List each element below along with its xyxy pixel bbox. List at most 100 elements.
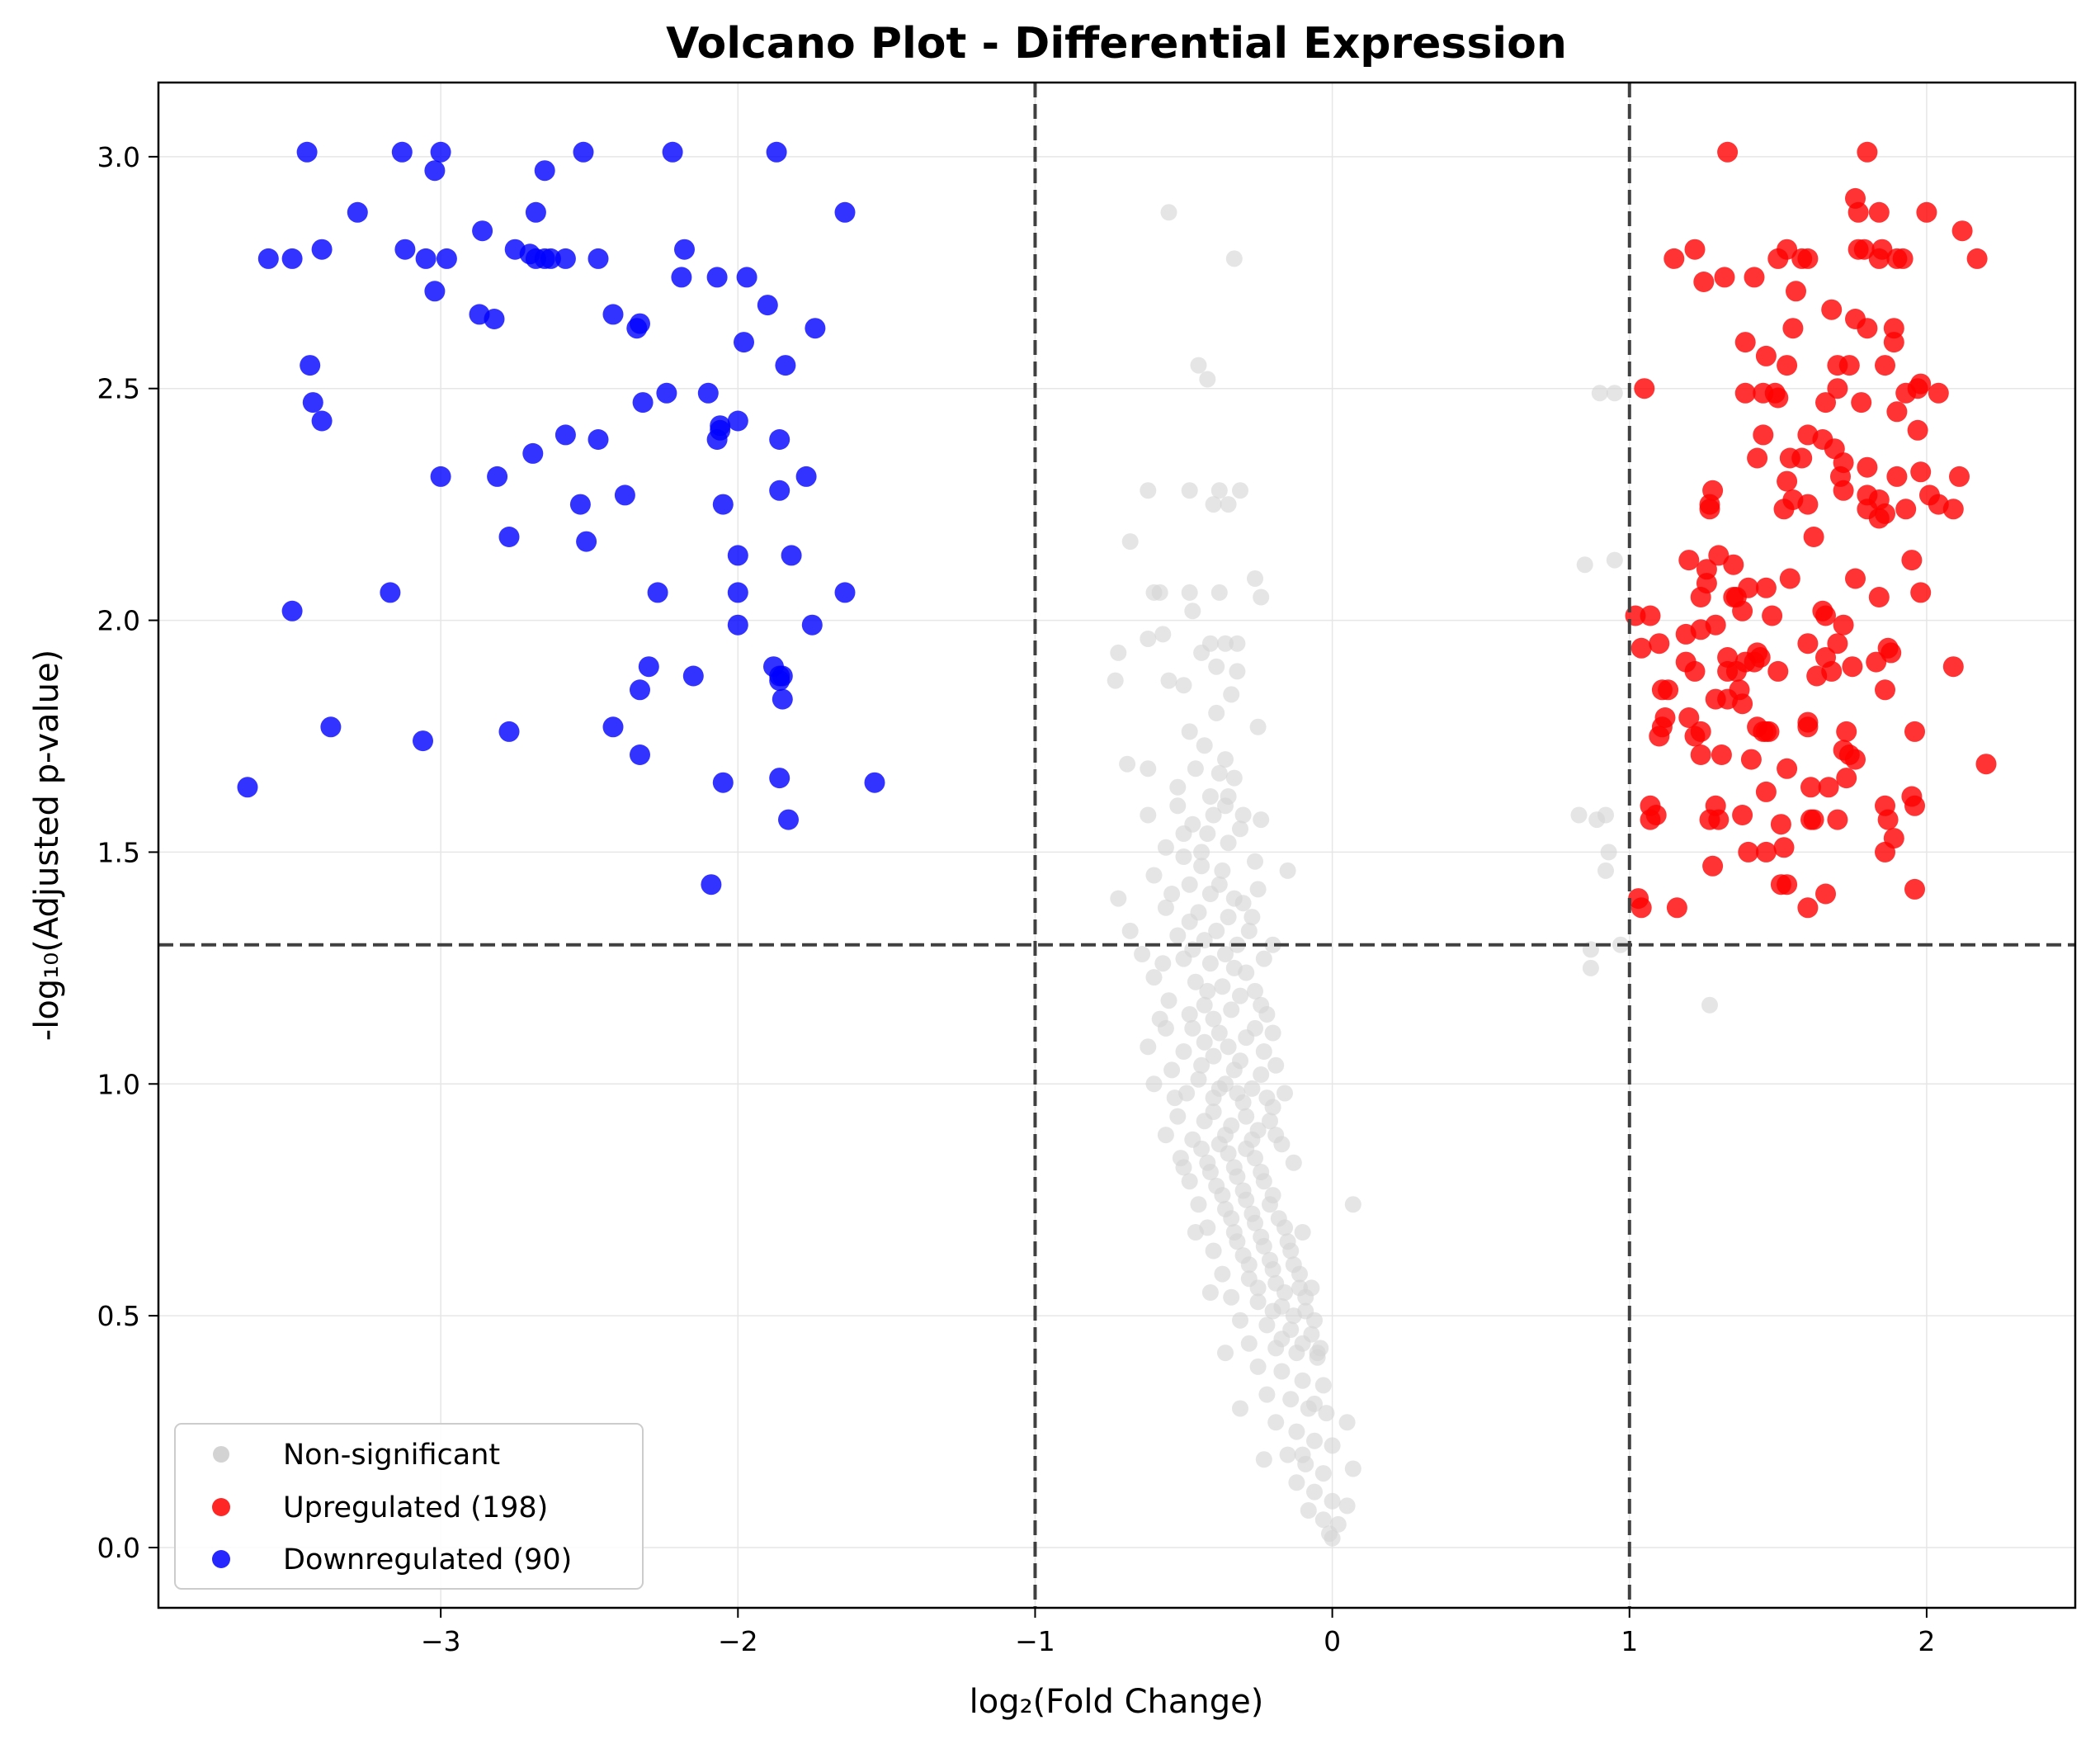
- upregulated-point: [1975, 754, 1997, 775]
- non-significant-point: [1160, 992, 1177, 1009]
- non-significant-point: [1306, 1432, 1323, 1449]
- upregulated-point: [1928, 382, 1949, 404]
- upregulated-point: [1663, 248, 1685, 269]
- upregulated-point: [1777, 355, 1798, 376]
- downregulated-point: [472, 220, 493, 242]
- legend-marker-non-significant: [213, 1446, 229, 1463]
- upregulated-point: [1732, 600, 1753, 622]
- non-significant-point: [1163, 886, 1181, 902]
- non-significant-point: [1255, 1173, 1272, 1190]
- non-significant-point: [1247, 853, 1263, 870]
- non-significant-point: [1247, 1019, 1263, 1037]
- upregulated-point: [1868, 508, 1890, 529]
- non-significant-point: [1175, 1043, 1192, 1060]
- upregulated-point: [1910, 461, 1932, 483]
- upregulated-point: [1678, 550, 1700, 571]
- upregulated-point: [1773, 837, 1795, 858]
- non-significant-point: [1193, 858, 1210, 875]
- legend-label-upregulated: Upregulated (198): [283, 1491, 548, 1524]
- non-significant-point: [1181, 1006, 1198, 1023]
- non-significant-point: [1344, 1460, 1361, 1477]
- downregulated-point: [302, 392, 323, 414]
- non-significant-point: [1205, 1242, 1222, 1260]
- upregulated-point: [1649, 633, 1670, 655]
- upregulated-point: [1875, 841, 1895, 863]
- non-significant-point: [1288, 1423, 1305, 1440]
- non-significant-point: [1294, 1372, 1311, 1389]
- non-significant-point: [1169, 1108, 1187, 1125]
- upregulated-point: [1797, 711, 1819, 733]
- non-significant-point: [1223, 1210, 1240, 1227]
- non-significant-point: [1258, 1316, 1276, 1334]
- downregulated-point: [522, 442, 544, 464]
- non-significant-point: [1701, 996, 1718, 1014]
- upregulated-point: [1875, 795, 1895, 816]
- non-significant-point: [1121, 533, 1139, 551]
- non-significant-point: [1196, 1033, 1213, 1051]
- downregulated-point: [706, 267, 728, 288]
- upregulated-point: [1886, 466, 1908, 487]
- non-significant-point: [1255, 1237, 1272, 1255]
- non-significant-point: [1273, 1363, 1291, 1380]
- upregulated-point: [1895, 382, 1917, 404]
- upregulated-point: [1651, 716, 1673, 738]
- x-tick-label: 1: [1621, 1625, 1638, 1657]
- upregulated-point: [1645, 805, 1667, 825]
- downregulated-point: [727, 545, 748, 566]
- downregulated-point: [630, 744, 650, 765]
- downregulated-point: [436, 248, 457, 269]
- upregulated-point: [1699, 809, 1720, 830]
- non-significant-point: [1107, 672, 1124, 689]
- upregulated-point: [1901, 550, 1923, 571]
- upregulated-point: [1857, 318, 1878, 339]
- upregulated-point: [1803, 809, 1824, 830]
- non-significant-point: [1214, 1187, 1231, 1204]
- upregulated-point: [1821, 299, 1843, 320]
- upregulated-point: [1753, 721, 1774, 742]
- non-significant-point: [1234, 895, 1252, 912]
- upregulated-point: [1797, 633, 1819, 655]
- non-significant-point: [1240, 1335, 1258, 1352]
- non-significant-point: [1208, 704, 1225, 721]
- series-non-significant: [1107, 204, 1718, 1547]
- upregulated-point: [1857, 141, 1878, 163]
- non-significant-point: [1210, 1024, 1228, 1042]
- non-significant-point: [1249, 718, 1267, 735]
- upregulated-point: [1725, 660, 1747, 682]
- non-significant-point: [1157, 839, 1174, 856]
- downregulated-point: [834, 582, 856, 603]
- upregulated-point: [1833, 614, 1854, 636]
- non-significant-point: [1214, 862, 1231, 879]
- non-significant-point: [1258, 1089, 1276, 1107]
- downregulated-point: [588, 248, 609, 269]
- non-significant-point: [1229, 1168, 1246, 1185]
- downregulated-point: [430, 141, 451, 163]
- non-significant-point: [1163, 1061, 1181, 1079]
- non-significant-point: [1249, 1293, 1267, 1311]
- y-tick-label: 1.5: [97, 836, 140, 868]
- downregulated-point: [632, 392, 654, 414]
- non-significant-point: [1187, 760, 1204, 777]
- downregulated-point: [734, 332, 754, 353]
- non-significant-point: [1140, 1038, 1157, 1056]
- upregulated-point: [1702, 855, 1724, 877]
- downregulated-point: [424, 281, 446, 302]
- upregulated-point: [1779, 568, 1800, 589]
- non-significant-point: [1582, 959, 1599, 976]
- non-significant-point: [1169, 797, 1187, 815]
- downregulated-point: [237, 777, 258, 798]
- upregulated-point: [1848, 201, 1869, 223]
- non-significant-point: [1151, 584, 1168, 601]
- upregulated-point: [1723, 554, 1744, 575]
- upregulated-point: [1892, 248, 1914, 269]
- y-axis-label: -log₁₀(Adjusted p-value): [28, 650, 66, 1041]
- non-significant-point: [1338, 1497, 1356, 1515]
- upregulated-point: [1690, 744, 1711, 765]
- downregulated-point: [413, 730, 433, 752]
- legend-marker-upregulated: [212, 1498, 230, 1516]
- upregulated-point: [1800, 777, 1821, 798]
- downregulated-point: [614, 484, 635, 506]
- non-significant-point: [1267, 1414, 1285, 1431]
- non-significant-point: [1267, 1056, 1285, 1074]
- non-significant-point: [1157, 1019, 1174, 1037]
